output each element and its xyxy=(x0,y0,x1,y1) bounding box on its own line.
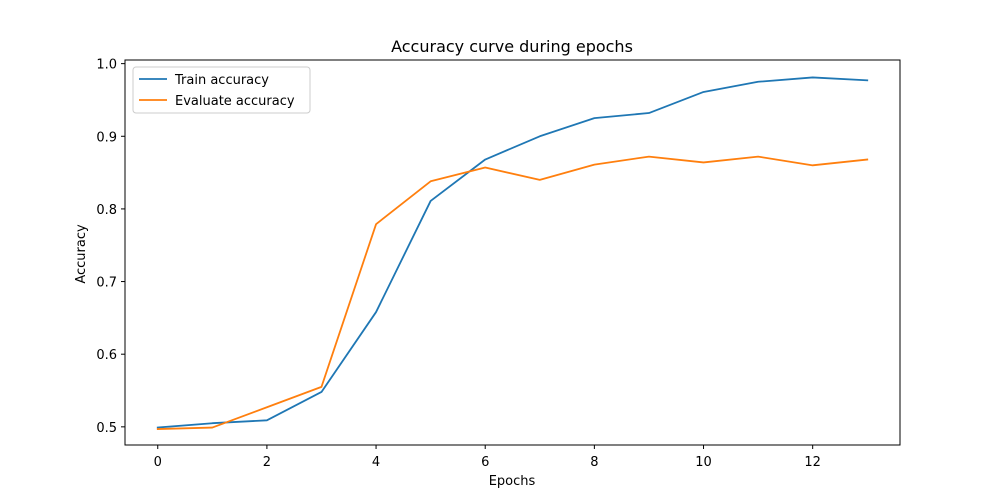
series-line-evaluate-accuracy xyxy=(156,155,869,430)
x-tick-label: 6 xyxy=(481,455,489,470)
series-line-train-accuracy xyxy=(156,76,869,429)
y-tick-label: 0.9 xyxy=(96,130,117,145)
x-tick-label: 10 xyxy=(695,455,712,470)
x-tick-label: 0 xyxy=(154,455,162,470)
legend-label: Train accuracy xyxy=(174,73,269,88)
legend-label: Evaluate accuracy xyxy=(175,94,295,109)
y-tick-label: 0.6 xyxy=(96,348,117,363)
x-axis-label: Epochs xyxy=(489,474,536,489)
y-tick-label: 0.8 xyxy=(96,203,117,218)
x-tick-label: 8 xyxy=(590,455,598,470)
axes-frame xyxy=(124,59,901,446)
x-tick-label: 12 xyxy=(804,455,821,470)
chart-title: Accuracy curve during epochs xyxy=(391,37,633,56)
x-tick-label: 4 xyxy=(372,455,380,470)
y-axis-label: Accuracy xyxy=(74,224,89,284)
y-tick-label: 0.5 xyxy=(96,421,117,436)
legend-box xyxy=(132,66,311,114)
x-tick-label: 2 xyxy=(263,455,271,470)
y-tick-label: 0.7 xyxy=(96,276,117,291)
y-tick-label: 1.0 xyxy=(96,58,117,73)
plot-area: 0 2 4 6 8 10 12 0.5 0.6 0.7 0.8 0.9 1.0 Train accurac… xyxy=(96,58,901,470)
